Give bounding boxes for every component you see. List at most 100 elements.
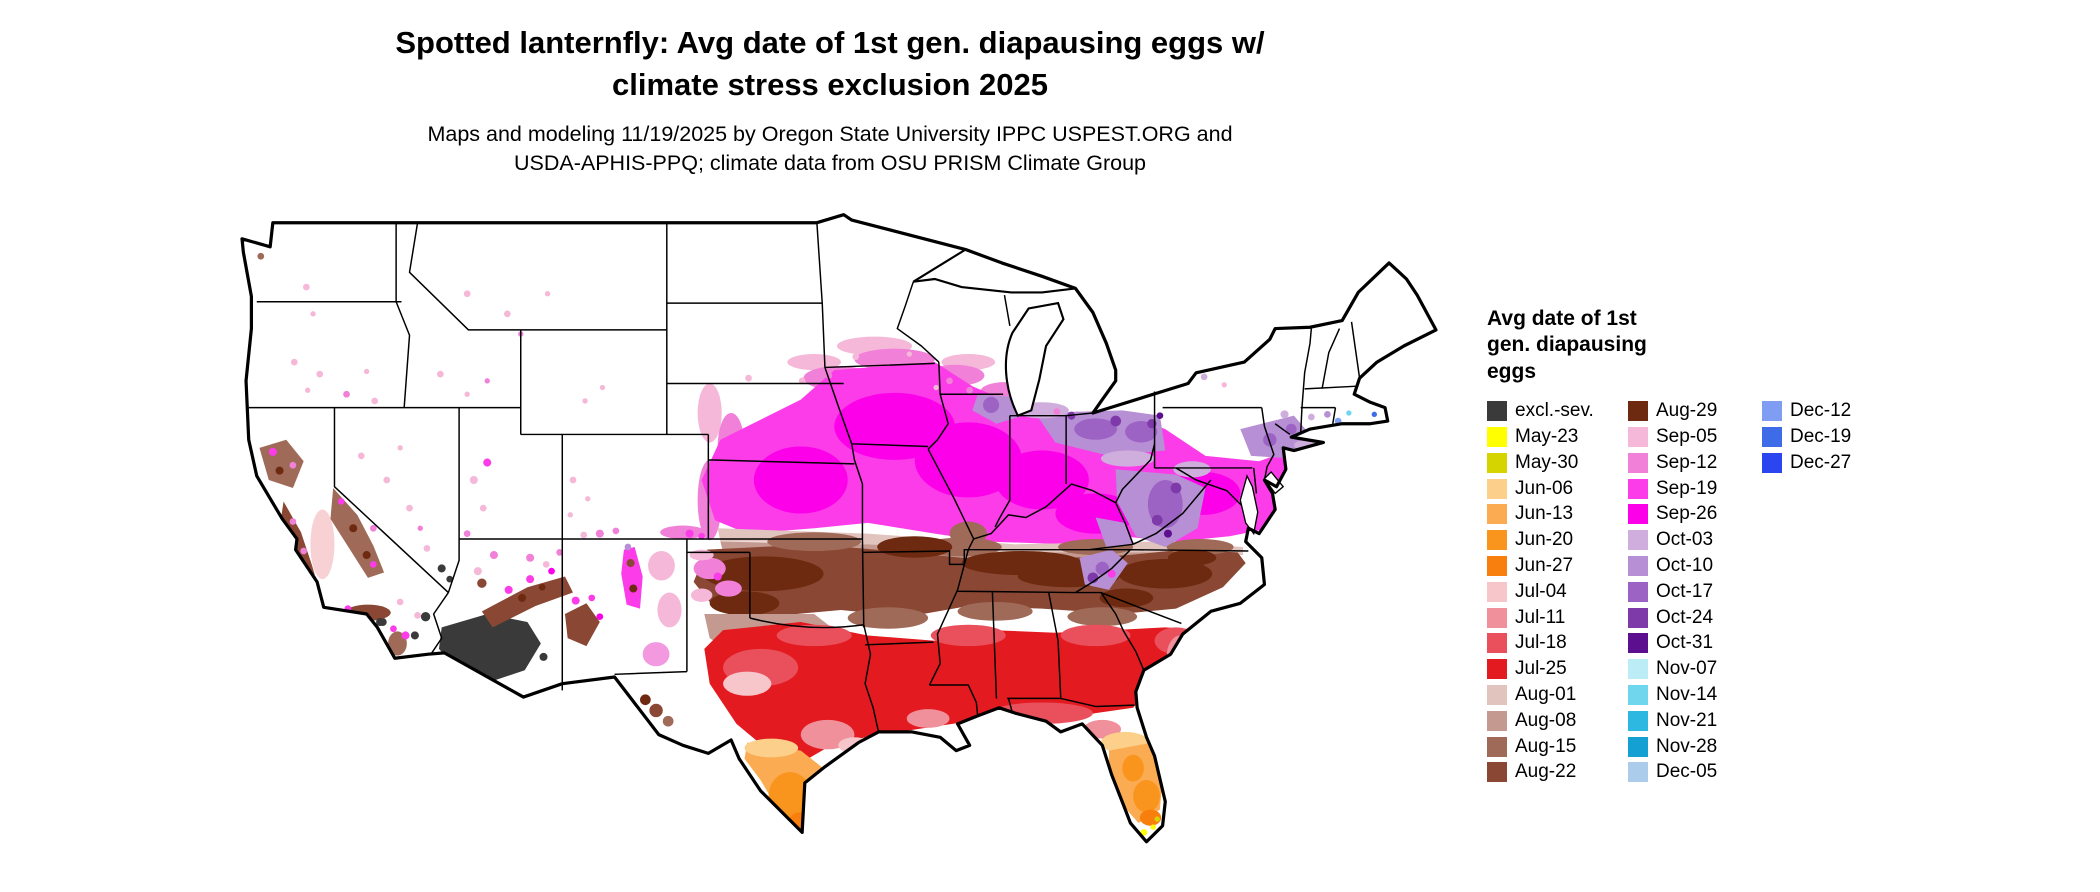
legend-row: Aug-29	[1628, 398, 1762, 424]
legend-row: excl.-sev.	[1487, 398, 1628, 424]
legend-swatch	[1628, 452, 1648, 473]
subtitle-line-1: Maps and modeling 11/19/2025 by Oregon S…	[427, 121, 1233, 146]
legend-label: Oct-31	[1656, 632, 1714, 654]
legend-label: Jul-18	[1515, 632, 1567, 654]
legend-label: Nov-07	[1656, 658, 1718, 680]
legend-row: Dec-12	[1762, 398, 1851, 424]
legend-swatch	[1487, 710, 1507, 731]
legend-label: Jun-20	[1515, 529, 1574, 551]
legend-swatch	[1628, 607, 1648, 628]
legend-swatch	[1762, 452, 1782, 473]
legend-swatch	[1487, 685, 1507, 706]
legend-label: May-23	[1515, 426, 1579, 448]
legend-swatch	[1628, 659, 1648, 680]
legend-swatch	[1487, 736, 1507, 757]
legend-label: Aug-15	[1515, 735, 1577, 757]
us-map-svg	[240, 213, 1438, 844]
us-outline	[240, 213, 1438, 844]
legend-title-line-1: Avg date of 1st	[1487, 307, 1637, 330]
legend-title-line-3: eggs	[1487, 359, 1537, 383]
state-borders	[248, 222, 1361, 733]
legend-swatch	[1487, 427, 1507, 448]
legend-swatch	[1487, 581, 1507, 602]
legend-swatch	[1628, 401, 1648, 422]
legend-row: Jun-13	[1487, 502, 1628, 528]
legend-columns: excl.-sev. May-23 May-30 Jun-06 Jun-13 Jun-20…	[1487, 398, 2047, 785]
legend-swatch	[1628, 736, 1648, 757]
legend-row: Jun-06	[1487, 476, 1628, 502]
legend-col-0: excl.-sev. May-23 May-30 Jun-06 Jun-13 Jun-20…	[1487, 398, 1628, 785]
header: Spotted lanternfly: Avg date of 1st gen.…	[0, 22, 1660, 178]
legend-row: Sep-05	[1628, 424, 1762, 450]
legend-swatch	[1628, 633, 1648, 654]
legend-swatch	[1628, 762, 1648, 783]
legend-col-1: Aug-29 Sep-05 Sep-12 Sep-19 Sep-26 Oct-03 Oct-…	[1628, 398, 1762, 785]
legend-row: Nov-28	[1628, 734, 1762, 760]
legend-label: Aug-22	[1515, 761, 1577, 783]
legend-label: Jul-04	[1515, 580, 1567, 602]
legend-label: Oct-03	[1656, 529, 1714, 551]
legend-label: May-30	[1515, 451, 1579, 473]
legend-swatch	[1487, 556, 1507, 577]
legend-row: Sep-26	[1628, 502, 1762, 528]
legend-label: Jun-06	[1515, 477, 1574, 499]
legend-row: Nov-07	[1628, 656, 1762, 682]
legend-label: Aug-01	[1515, 684, 1577, 706]
legend-row: Oct-10	[1628, 553, 1762, 579]
subtitle-line-2: USDA-APHIS-PPQ; climate data from OSU PR…	[513, 150, 1147, 175]
legend-swatch	[1628, 478, 1648, 499]
legend-swatch	[1487, 452, 1507, 473]
legend-row: Oct-03	[1628, 527, 1762, 553]
legend-swatch	[1487, 530, 1507, 551]
legend-swatch	[1487, 659, 1507, 680]
legend-label: Sep-05	[1656, 426, 1718, 448]
legend-label: Dec-19	[1790, 426, 1852, 448]
legend-row: Jul-18	[1487, 631, 1628, 657]
map-legend: Avg date of 1st gen. diapausing eggs exc…	[1487, 306, 2047, 785]
legend-row: Aug-08	[1487, 708, 1628, 734]
legend-swatch	[1487, 478, 1507, 499]
legend-swatch	[1487, 607, 1507, 628]
legend-label: Jun-13	[1515, 503, 1574, 525]
page-title-line-1: Spotted lanternfly: Avg date of 1st gen.…	[395, 25, 1265, 60]
legend-row: Aug-15	[1487, 734, 1628, 760]
legend-row: Oct-31	[1628, 631, 1762, 657]
legend-swatch	[1628, 556, 1648, 577]
legend-label: Nov-28	[1656, 735, 1718, 757]
legend-row: Jul-25	[1487, 656, 1628, 682]
us-choropleth-map	[238, 212, 1444, 882]
legend-row: Aug-01	[1487, 682, 1628, 708]
legend-label: Dec-05	[1656, 761, 1718, 783]
legend-swatch	[1628, 530, 1648, 551]
legend-swatch	[1628, 581, 1648, 602]
legend-swatch	[1762, 427, 1782, 448]
legend-label: Jul-25	[1515, 658, 1567, 680]
legend-row: Oct-17	[1628, 579, 1762, 605]
legend-swatch	[1487, 504, 1507, 525]
legend-row: Oct-24	[1628, 605, 1762, 631]
legend-label: Oct-10	[1656, 555, 1714, 577]
legend-label: Nov-21	[1656, 709, 1718, 731]
legend-row: Nov-14	[1628, 682, 1762, 708]
legend-row: Jul-04	[1487, 579, 1628, 605]
legend-row: Jul-11	[1487, 605, 1628, 631]
legend-row: Aug-22	[1487, 760, 1628, 786]
legend-label: Dec-12	[1790, 400, 1852, 422]
legend-label: Sep-26	[1656, 503, 1718, 525]
page-title-line-2: climate stress exclusion 2025	[612, 66, 1048, 102]
legend-label: Oct-24	[1656, 606, 1714, 628]
lake-michigan	[1004, 301, 1065, 418]
legend-col-2: Dec-12 Dec-19 Dec-27	[1762, 398, 1851, 475]
legend-label: Aug-08	[1515, 709, 1577, 731]
legend-row: Dec-05	[1628, 760, 1762, 786]
legend-swatch	[1628, 710, 1648, 731]
legend-row: May-30	[1487, 450, 1628, 476]
legend-label: Aug-29	[1656, 400, 1718, 422]
legend-swatch	[1487, 762, 1507, 783]
legend-title-line-2: gen. diapausing	[1487, 333, 1647, 357]
legend-row: Nov-21	[1628, 708, 1762, 734]
legend-row: Dec-27	[1762, 450, 1851, 476]
legend-row: Dec-19	[1762, 424, 1851, 450]
legend-label: Jun-27	[1515, 555, 1574, 577]
legend-label: Sep-12	[1656, 451, 1718, 473]
